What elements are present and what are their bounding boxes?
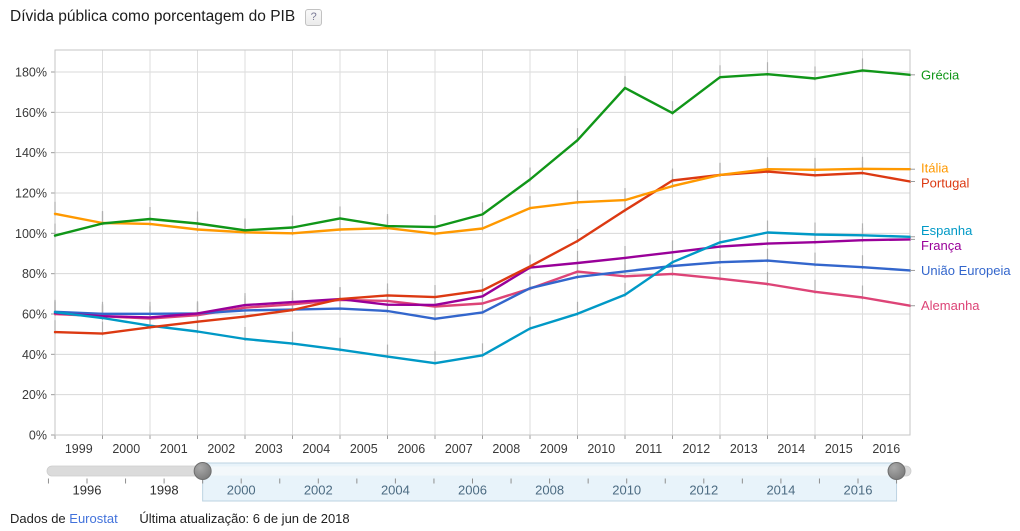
y-axis-label: 0% bbox=[29, 429, 47, 443]
last-updated: Última atualização: 6 de jun de 2018 bbox=[139, 511, 350, 526]
x-axis-label: 2009 bbox=[540, 442, 568, 456]
x-axis-label: 2013 bbox=[730, 442, 758, 456]
y-axis-label: 100% bbox=[15, 227, 47, 241]
plot-area: 0% 20% 40% 60% 80% 100% 120% 140% 160% 180% 1999 20… bbox=[15, 49, 1011, 456]
timeline-year-label: 2010 bbox=[612, 483, 641, 498]
source-link-eurostat[interactable]: Eurostat bbox=[69, 511, 118, 526]
timeline-year-label: 2002 bbox=[304, 483, 333, 498]
debt-line-chart: 0% 20% 40% 60% 80% 100% 120% 140% 160% 180% 1999 20… bbox=[15, 49, 1011, 502]
series-line-Alemanha bbox=[53, 270, 912, 320]
x-axis-label: 2008 bbox=[492, 442, 520, 456]
x-axis-label: 2001 bbox=[160, 442, 188, 456]
timeline-handle-right[interactable] bbox=[887, 462, 906, 480]
series-line-Portugal bbox=[53, 170, 912, 335]
y-axis-label: 40% bbox=[22, 348, 47, 362]
page-title: Dívida pública como porcentagem do PIB bbox=[10, 8, 296, 25]
x-axis-label: 2016 bbox=[872, 442, 900, 456]
x-axis-label: 2007 bbox=[445, 442, 473, 456]
x-axis-label: 2014 bbox=[777, 442, 805, 456]
title-bar: Dívida pública como porcentagem do PIB ? bbox=[10, 8, 323, 26]
x-axis-label: 2002 bbox=[207, 442, 235, 456]
y-axis-label: 140% bbox=[15, 146, 47, 160]
x-axis-label: 2000 bbox=[112, 442, 140, 456]
data-point-ticks bbox=[54, 58, 864, 366]
timeline-year-label: 2006 bbox=[458, 483, 487, 498]
legend-label-Grécia[interactable]: Grécia bbox=[921, 67, 960, 82]
timeline-year-label: 2004 bbox=[381, 483, 410, 498]
legend-label-Itália[interactable]: Itália bbox=[921, 160, 949, 175]
x-axis-label: 2003 bbox=[255, 442, 283, 456]
x-axis-label: 2011 bbox=[635, 442, 662, 456]
source-prefix: Dados de bbox=[10, 511, 66, 526]
x-axis-label: 2012 bbox=[682, 442, 710, 456]
legend-label-Alemanha[interactable]: Alemanha bbox=[921, 298, 980, 313]
x-axis-label: 2005 bbox=[350, 442, 378, 456]
y-axis-label: 120% bbox=[15, 187, 47, 201]
timeline-year-label: 2016 bbox=[844, 483, 873, 498]
timeline-handle-left[interactable] bbox=[193, 462, 212, 480]
y-axis-label: 80% bbox=[22, 267, 47, 281]
x-axis-label: 2004 bbox=[302, 442, 330, 456]
legend-label-França[interactable]: França bbox=[921, 238, 962, 253]
timeline-year-label: 2000 bbox=[227, 483, 256, 498]
footer: Dados de Eurostat Última atualização: 6 … bbox=[10, 511, 350, 526]
series-line-Espanha bbox=[53, 231, 912, 365]
series-line-Grécia bbox=[53, 69, 912, 237]
y-axis-label: 20% bbox=[22, 388, 47, 402]
legend-label-Portugal[interactable]: Portugal bbox=[921, 175, 970, 190]
x-axis-label: 2015 bbox=[825, 442, 853, 456]
legend-label-União Europeia[interactable]: União Europeia bbox=[921, 263, 1011, 278]
y-axis-label: 160% bbox=[15, 106, 47, 120]
timeline-year-label: 1996 bbox=[73, 483, 102, 498]
help-button[interactable]: ? bbox=[305, 8, 323, 26]
timeline-year-label: 2012 bbox=[689, 483, 718, 498]
timeline-year-label: 1998 bbox=[150, 483, 179, 498]
timeline-slider: 1996 1998 2000 2002 2004 2006 2008 2010 2012 2014… bbox=[46, 462, 912, 502]
timeline-track-selected bbox=[203, 466, 896, 476]
y-axis-label: 180% bbox=[15, 66, 47, 80]
legend-label-Espanha[interactable]: Espanha bbox=[921, 223, 973, 238]
y-axis-label: 60% bbox=[22, 308, 47, 322]
timeline-year-label: 2008 bbox=[535, 483, 564, 498]
timeline-year-label: 2014 bbox=[766, 483, 795, 498]
x-axis-label: 1999 bbox=[65, 442, 93, 456]
x-axis-label: 2006 bbox=[397, 442, 425, 456]
x-axis-label: 2010 bbox=[587, 442, 615, 456]
series-line-Itália bbox=[53, 167, 912, 235]
series-line-França bbox=[53, 238, 912, 319]
